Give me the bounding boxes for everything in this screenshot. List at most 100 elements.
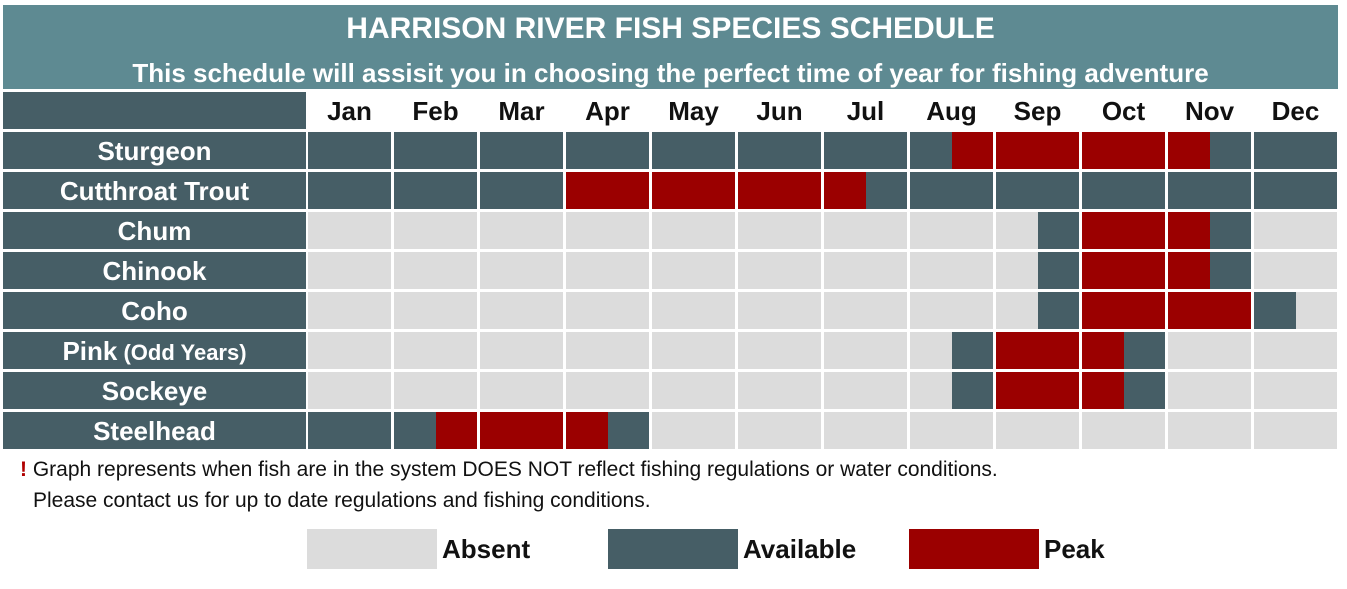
schedule-cell-peak (1082, 212, 1165, 249)
schedule-cell-absent (738, 212, 821, 249)
species-label: Sockeye (3, 372, 306, 409)
schedule-cell-peak (435, 412, 477, 449)
species-name: Sturgeon (97, 136, 212, 166)
footnote-line-1: ! Graph represents when fish are in the … (20, 455, 998, 485)
month-label: Jan (327, 96, 372, 126)
schedule-cell-absent (1254, 332, 1337, 369)
species-name: Coho (121, 296, 188, 326)
schedule-cell-available (1209, 212, 1251, 249)
schedule-cell-absent (824, 252, 907, 289)
schedule-cell-available (1209, 132, 1251, 169)
schedule-cell-peak (566, 412, 608, 449)
month-label: Sep (1013, 96, 1062, 126)
schedule-cell-peak (1082, 132, 1165, 169)
schedule-cell-peak (1168, 132, 1210, 169)
schedule-cell-absent (652, 212, 735, 249)
schedule-cell-available (1254, 292, 1296, 329)
schedule-cell-peak (738, 172, 821, 209)
schedule-cell-absent (996, 252, 1038, 289)
schedule-cell-available (566, 132, 649, 169)
legend-swatch-available (608, 529, 738, 569)
schedule-cell-absent (824, 372, 907, 409)
schedule-cell-absent (652, 292, 735, 329)
schedule-cell-peak (996, 372, 1079, 409)
schedule-cell-absent (996, 292, 1038, 329)
schedule-cell-peak (1168, 212, 1210, 249)
species-name: Chinook (102, 256, 207, 286)
schedule-cell-absent (566, 372, 649, 409)
schedule-cell-peak (996, 132, 1079, 169)
legend-swatch-absent (307, 529, 437, 569)
warning-mark: ! (20, 458, 27, 481)
schedule-cell-peak (996, 332, 1079, 369)
schedule-cell-available (996, 172, 1079, 209)
schedule-cell-absent (1168, 332, 1251, 369)
species-name: Steelhead (93, 416, 216, 446)
chart-title: HARRISON RIVER FISH SPECIES SCHEDULE (346, 12, 995, 45)
schedule-cell-absent (910, 212, 993, 249)
schedule-cell-absent (824, 412, 907, 449)
schedule-cell-absent (308, 372, 391, 409)
schedule-cell-available (1123, 332, 1165, 369)
schedule-cell-available (1082, 172, 1165, 209)
schedule-cell-available (865, 172, 907, 209)
schedule-cell-absent (1254, 412, 1337, 449)
schedule-cell-absent (480, 252, 563, 289)
species-label: Chinook (3, 252, 306, 289)
schedule-cell-absent (480, 292, 563, 329)
species-label: Coho (3, 292, 306, 329)
month-label: Feb (412, 96, 459, 126)
legend-swatch-peak (909, 529, 1039, 569)
footnote-line-2: Please contact us for up to date regulat… (33, 489, 651, 512)
schedule-cell-absent (824, 212, 907, 249)
species-label: Sturgeon (3, 132, 306, 169)
schedule-cell-peak (824, 172, 866, 209)
month-label: Apr (585, 96, 630, 126)
schedule-cell-absent (824, 332, 907, 369)
species-label: Chum (3, 212, 306, 249)
schedule-cell-peak (951, 132, 993, 169)
schedule-cell-available (1037, 212, 1079, 249)
schedule-cell-absent (910, 292, 993, 329)
species-name: Chum (117, 216, 192, 246)
schedule-cell-absent (308, 332, 391, 369)
schedule-cell-available (824, 132, 907, 169)
month-label: Dec (1271, 96, 1320, 126)
schedule-cell-available (394, 172, 477, 209)
schedule-cell-available (951, 332, 993, 369)
schedule-cell-absent (566, 332, 649, 369)
schedule-cell-absent (1168, 412, 1251, 449)
species-name: Pink (62, 336, 118, 366)
schedule-cell-available (480, 172, 563, 209)
schedule-cell-absent (652, 252, 735, 289)
schedule-cell-absent (480, 212, 563, 249)
schedule-cell-available (738, 132, 821, 169)
schedule-cell-absent (566, 252, 649, 289)
schedule-cell-absent (394, 252, 477, 289)
schedule-cell-absent (394, 292, 477, 329)
schedule-cell-peak (1082, 252, 1165, 289)
species-label: Steelhead (3, 412, 306, 449)
schedule-cell-absent (308, 252, 391, 289)
schedule-cell-available (951, 372, 993, 409)
schedule-cell-available (1254, 172, 1337, 209)
schedule-cell-available (394, 412, 436, 449)
schedule-cell-available (1254, 132, 1337, 169)
month-label: Jun (756, 96, 803, 126)
month-label: Oct (1101, 96, 1146, 126)
month-header-label-cell (3, 92, 306, 129)
month-label: Aug (926, 96, 977, 126)
schedule-cell-peak (1168, 292, 1251, 329)
schedule-cell-absent (910, 252, 993, 289)
schedule-cell-available (480, 132, 563, 169)
schedule-cell-peak (566, 172, 649, 209)
schedule-cell-peak (1082, 332, 1124, 369)
schedule-cell-absent (652, 332, 735, 369)
schedule-cell-absent (394, 332, 477, 369)
chart-header: HARRISON RIVER FISH SPECIES SCHEDULE Thi… (3, 5, 1338, 89)
schedule-cell-available (1209, 252, 1251, 289)
schedule-cell-absent (1082, 412, 1165, 449)
schedule-cell-peak (1082, 372, 1124, 409)
schedule-cell-absent (308, 292, 391, 329)
